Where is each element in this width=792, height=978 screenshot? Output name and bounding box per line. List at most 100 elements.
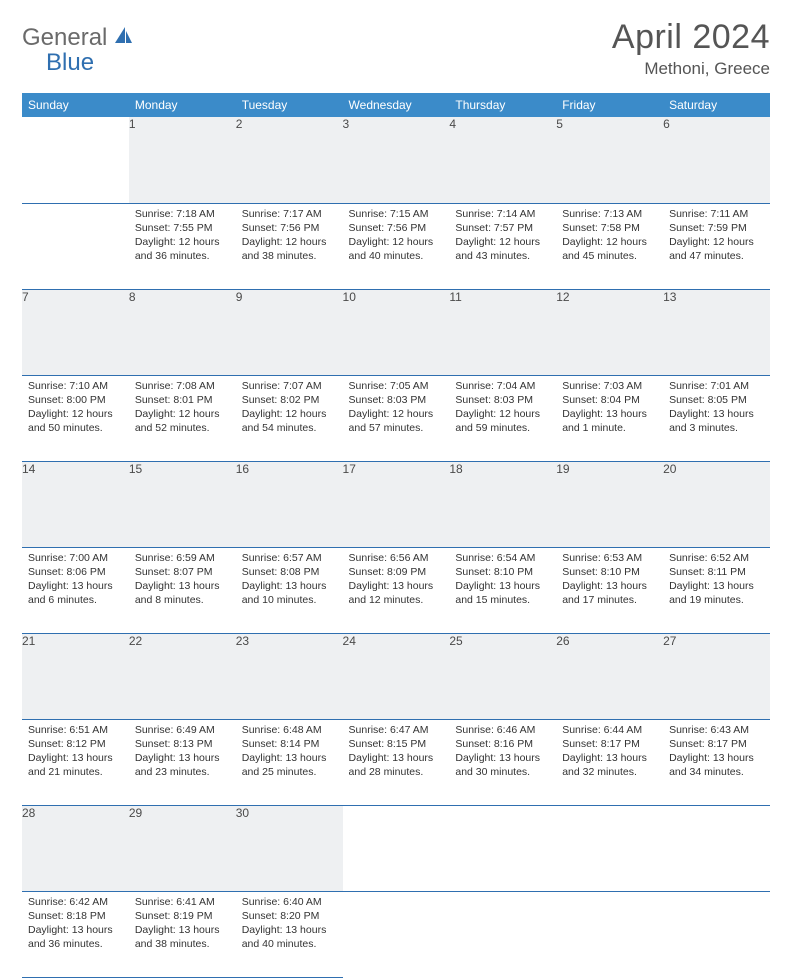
daylight-line: Daylight: 13 hours and 6 minutes. xyxy=(28,580,113,606)
day-cell xyxy=(22,203,129,289)
sunrise-line: Sunrise: 7:15 AM xyxy=(349,208,429,220)
brand-logo: General xyxy=(22,18,136,52)
day-cell: Sunrise: 6:47 AMSunset: 8:15 PMDaylight:… xyxy=(343,719,450,805)
day-cell: Sunrise: 6:59 AMSunset: 8:07 PMDaylight:… xyxy=(129,547,236,633)
day-number: 9 xyxy=(236,289,343,375)
day-cell: Sunrise: 6:57 AMSunset: 8:08 PMDaylight:… xyxy=(236,547,343,633)
week-row: Sunrise: 6:51 AMSunset: 8:12 PMDaylight:… xyxy=(22,719,770,805)
day-details: Sunrise: 6:42 AMSunset: 8:18 PMDaylight:… xyxy=(22,892,129,958)
sunrise-line: Sunrise: 6:40 AM xyxy=(242,896,322,908)
day-number: 2 xyxy=(236,117,343,203)
day-number: 24 xyxy=(343,633,450,719)
day-number: 8 xyxy=(129,289,236,375)
sail-icon xyxy=(112,26,134,51)
sunset-line: Sunset: 8:17 PM xyxy=(669,738,747,750)
sunrise-line: Sunrise: 6:43 AM xyxy=(669,724,749,736)
sunrise-line: Sunrise: 6:47 AM xyxy=(349,724,429,736)
calendar-body: 123456Sunrise: 7:18 AMSunset: 7:55 PMDay… xyxy=(22,117,770,977)
day-number xyxy=(343,805,450,891)
sunrise-line: Sunrise: 6:41 AM xyxy=(135,896,215,908)
sunrise-line: Sunrise: 6:49 AM xyxy=(135,724,215,736)
day-details: Sunrise: 6:46 AMSunset: 8:16 PMDaylight:… xyxy=(449,720,556,786)
sunrise-line: Sunrise: 6:42 AM xyxy=(28,896,108,908)
day-details: Sunrise: 7:07 AMSunset: 8:02 PMDaylight:… xyxy=(236,376,343,442)
day-number: 28 xyxy=(22,805,129,891)
day-details: Sunrise: 6:49 AMSunset: 8:13 PMDaylight:… xyxy=(129,720,236,786)
sunset-line: Sunset: 8:15 PM xyxy=(349,738,427,750)
day-cell: Sunrise: 7:15 AMSunset: 7:56 PMDaylight:… xyxy=(343,203,450,289)
daylight-line: Daylight: 13 hours and 3 minutes. xyxy=(669,408,754,434)
day-details: Sunrise: 7:10 AM Sunset: 8:00 PM Daylight:… xyxy=(22,376,129,442)
col-thursday: Thursday xyxy=(449,93,556,117)
sunset-line: Sunset: 8:16 PM xyxy=(455,738,533,750)
daylight-line: Daylight: 13 hours and 21 minutes. xyxy=(28,752,113,778)
month-title: April 2024 xyxy=(612,18,770,57)
daylight-line: Daylight: 13 hours and 25 minutes. xyxy=(242,752,327,778)
daylight-line: Daylight: 12 hours and 59 minutes. xyxy=(455,408,540,434)
day-cell: Sunrise: 6:51 AMSunset: 8:12 PMDaylight:… xyxy=(22,719,129,805)
col-tuesday: Tuesday xyxy=(236,93,343,117)
day-cell xyxy=(343,891,450,977)
day-cell: Sunrise: 7:03 AMSunset: 8:04 PMDaylight:… xyxy=(556,375,663,461)
sunrise-line: Sunrise: 6:54 AM xyxy=(455,552,535,564)
day-cell: Sunrise: 7:05 AMSunset: 8:03 PMDaylight:… xyxy=(343,375,450,461)
day-cell: Sunrise: 7:00 AMSunset: 8:06 PMDaylight:… xyxy=(22,547,129,633)
calendar-table: Sunday Monday Tuesday Wednesday Thursday… xyxy=(22,93,770,978)
sunset-line: Sunset: 8:10 PM xyxy=(455,566,533,578)
col-monday: Monday xyxy=(129,93,236,117)
day-details: Sunrise: 6:52 AMSunset: 8:11 PMDaylight:… xyxy=(663,548,770,614)
sunrise-line: Sunrise: 7:10 AM xyxy=(28,380,108,392)
day-details: Sunrise: 7:18 AMSunset: 7:55 PMDaylight:… xyxy=(129,204,236,270)
sunset-line: Sunset: 8:14 PM xyxy=(242,738,320,750)
sunset-line: Sunset: 8:00 PM xyxy=(28,394,106,406)
daylight-line: Daylight: 13 hours and 34 minutes. xyxy=(669,752,754,778)
day-number xyxy=(22,117,129,203)
day-details: Sunrise: 7:04 AMSunset: 8:03 PMDaylight:… xyxy=(449,376,556,442)
day-cell xyxy=(556,891,663,977)
title-block: April 2024 Methoni, Greece xyxy=(612,18,770,79)
sunrise-line: Sunrise: 7:00 AM xyxy=(28,552,108,564)
col-wednesday: Wednesday xyxy=(343,93,450,117)
sunset-line: Sunset: 8:02 PM xyxy=(242,394,320,406)
sunset-line: Sunset: 8:07 PM xyxy=(135,566,213,578)
day-details: Sunrise: 7:13 AMSunset: 7:58 PMDaylight:… xyxy=(556,204,663,270)
day-cell: Sunrise: 6:40 AMSunset: 8:20 PMDaylight:… xyxy=(236,891,343,977)
sunrise-line: Sunrise: 7:08 AM xyxy=(135,380,215,392)
sunrise-line: Sunrise: 6:51 AM xyxy=(28,724,108,736)
day-cell xyxy=(449,891,556,977)
day-cell: Sunrise: 7:11 AMSunset: 7:59 PMDaylight:… xyxy=(663,203,770,289)
day-cell: Sunrise: 6:54 AMSunset: 8:10 PMDaylight:… xyxy=(449,547,556,633)
day-cell: Sunrise: 6:56 AMSunset: 8:09 PMDaylight:… xyxy=(343,547,450,633)
day-details: Sunrise: 7:08 AMSunset: 8:01 PMDaylight:… xyxy=(129,376,236,442)
sunset-line: Sunset: 7:57 PM xyxy=(455,222,533,234)
day-number: 29 xyxy=(129,805,236,891)
day-number: 21 xyxy=(22,633,129,719)
sunset-line: Sunset: 7:59 PM xyxy=(669,222,747,234)
sunrise-line: Sunrise: 7:07 AM xyxy=(242,380,322,392)
daynum-row: 123456 xyxy=(22,117,770,203)
brand-part1: General xyxy=(22,24,107,52)
sunset-line: Sunset: 8:13 PM xyxy=(135,738,213,750)
sunset-line: Sunset: 7:56 PM xyxy=(349,222,427,234)
day-details: Sunrise: 6:53 AMSunset: 8:10 PMDaylight:… xyxy=(556,548,663,614)
sunset-line: Sunset: 8:09 PM xyxy=(349,566,427,578)
day-details: Sunrise: 7:17 AMSunset: 7:56 PMDaylight:… xyxy=(236,204,343,270)
day-cell: Sunrise: 6:43 AM Sunset: 8:17 PM Daylight:… xyxy=(663,719,770,805)
daylight-line: Daylight: 13 hours and 17 minutes. xyxy=(562,580,647,606)
day-header-row: Sunday Monday Tuesday Wednesday Thursday… xyxy=(22,93,770,117)
day-cell: Sunrise: 7:10 AM Sunset: 8:00 PM Daylight:… xyxy=(22,375,129,461)
day-cell: Sunrise: 6:44 AMSunset: 8:17 PMDaylight:… xyxy=(556,719,663,805)
day-cell: Sunrise: 6:52 AMSunset: 8:11 PMDaylight:… xyxy=(663,547,770,633)
day-details: Sunrise: 6:56 AMSunset: 8:09 PMDaylight:… xyxy=(343,548,450,614)
daylight-line: Daylight: 13 hours and 36 minutes. xyxy=(28,924,113,950)
day-number: 13 xyxy=(663,289,770,375)
day-number: 16 xyxy=(236,461,343,547)
col-saturday: Saturday xyxy=(663,93,770,117)
day-number: 18 xyxy=(449,461,556,547)
day-number: 27 xyxy=(663,633,770,719)
daylight-line: Daylight: 12 hours and 50 minutes. xyxy=(28,408,113,434)
day-details: Sunrise: 7:01 AMSunset: 8:05 PMDaylight:… xyxy=(663,376,770,442)
day-number: 15 xyxy=(129,461,236,547)
daylight-line: Daylight: 13 hours and 8 minutes. xyxy=(135,580,220,606)
daylight-line: Daylight: 13 hours and 38 minutes. xyxy=(135,924,220,950)
